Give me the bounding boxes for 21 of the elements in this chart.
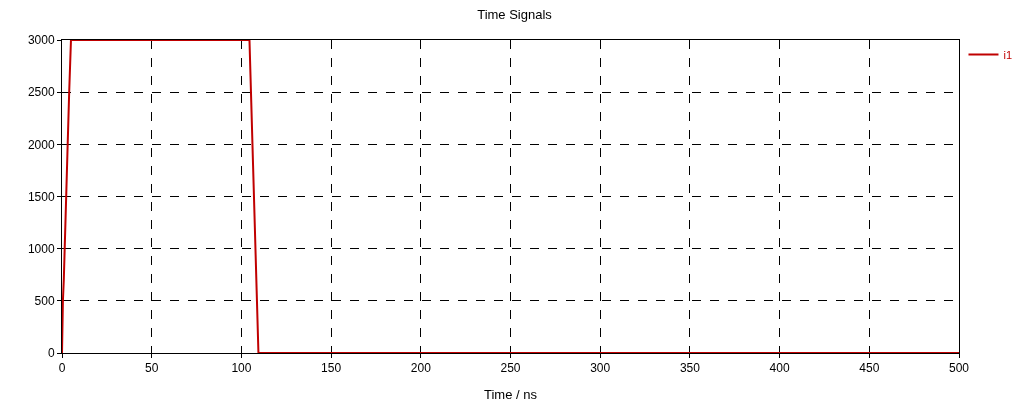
legend-label: i1 <box>1003 48 1013 61</box>
y-tick-label: 500 <box>34 294 55 309</box>
x-tick-label: 50 <box>145 361 159 376</box>
x-tick-label: 400 <box>769 361 790 376</box>
x-tick-label: 450 <box>859 361 880 376</box>
y-tick-label: 1500 <box>27 189 55 204</box>
x-tick-label: 200 <box>410 361 432 376</box>
x-tick-label: 300 <box>590 361 611 376</box>
x-tick-label: 350 <box>679 361 701 376</box>
y-tick-label: 0 <box>47 346 55 361</box>
x-tick-label: 100 <box>231 361 252 376</box>
x-tick-label: 150 <box>321 361 342 376</box>
x-tick-label: 500 <box>948 361 970 376</box>
chart-title: Time Signals <box>477 7 553 23</box>
x-axis-title: Time / ns <box>484 387 538 402</box>
y-tick-label: 1000 <box>27 241 55 256</box>
y-tick-label: 2500 <box>27 85 55 100</box>
x-tick-label: 0 <box>58 361 66 376</box>
y-tick-label: 3000 <box>27 33 55 48</box>
y-tick-label: 2000 <box>27 137 55 152</box>
x-tick-label: 250 <box>500 361 521 376</box>
